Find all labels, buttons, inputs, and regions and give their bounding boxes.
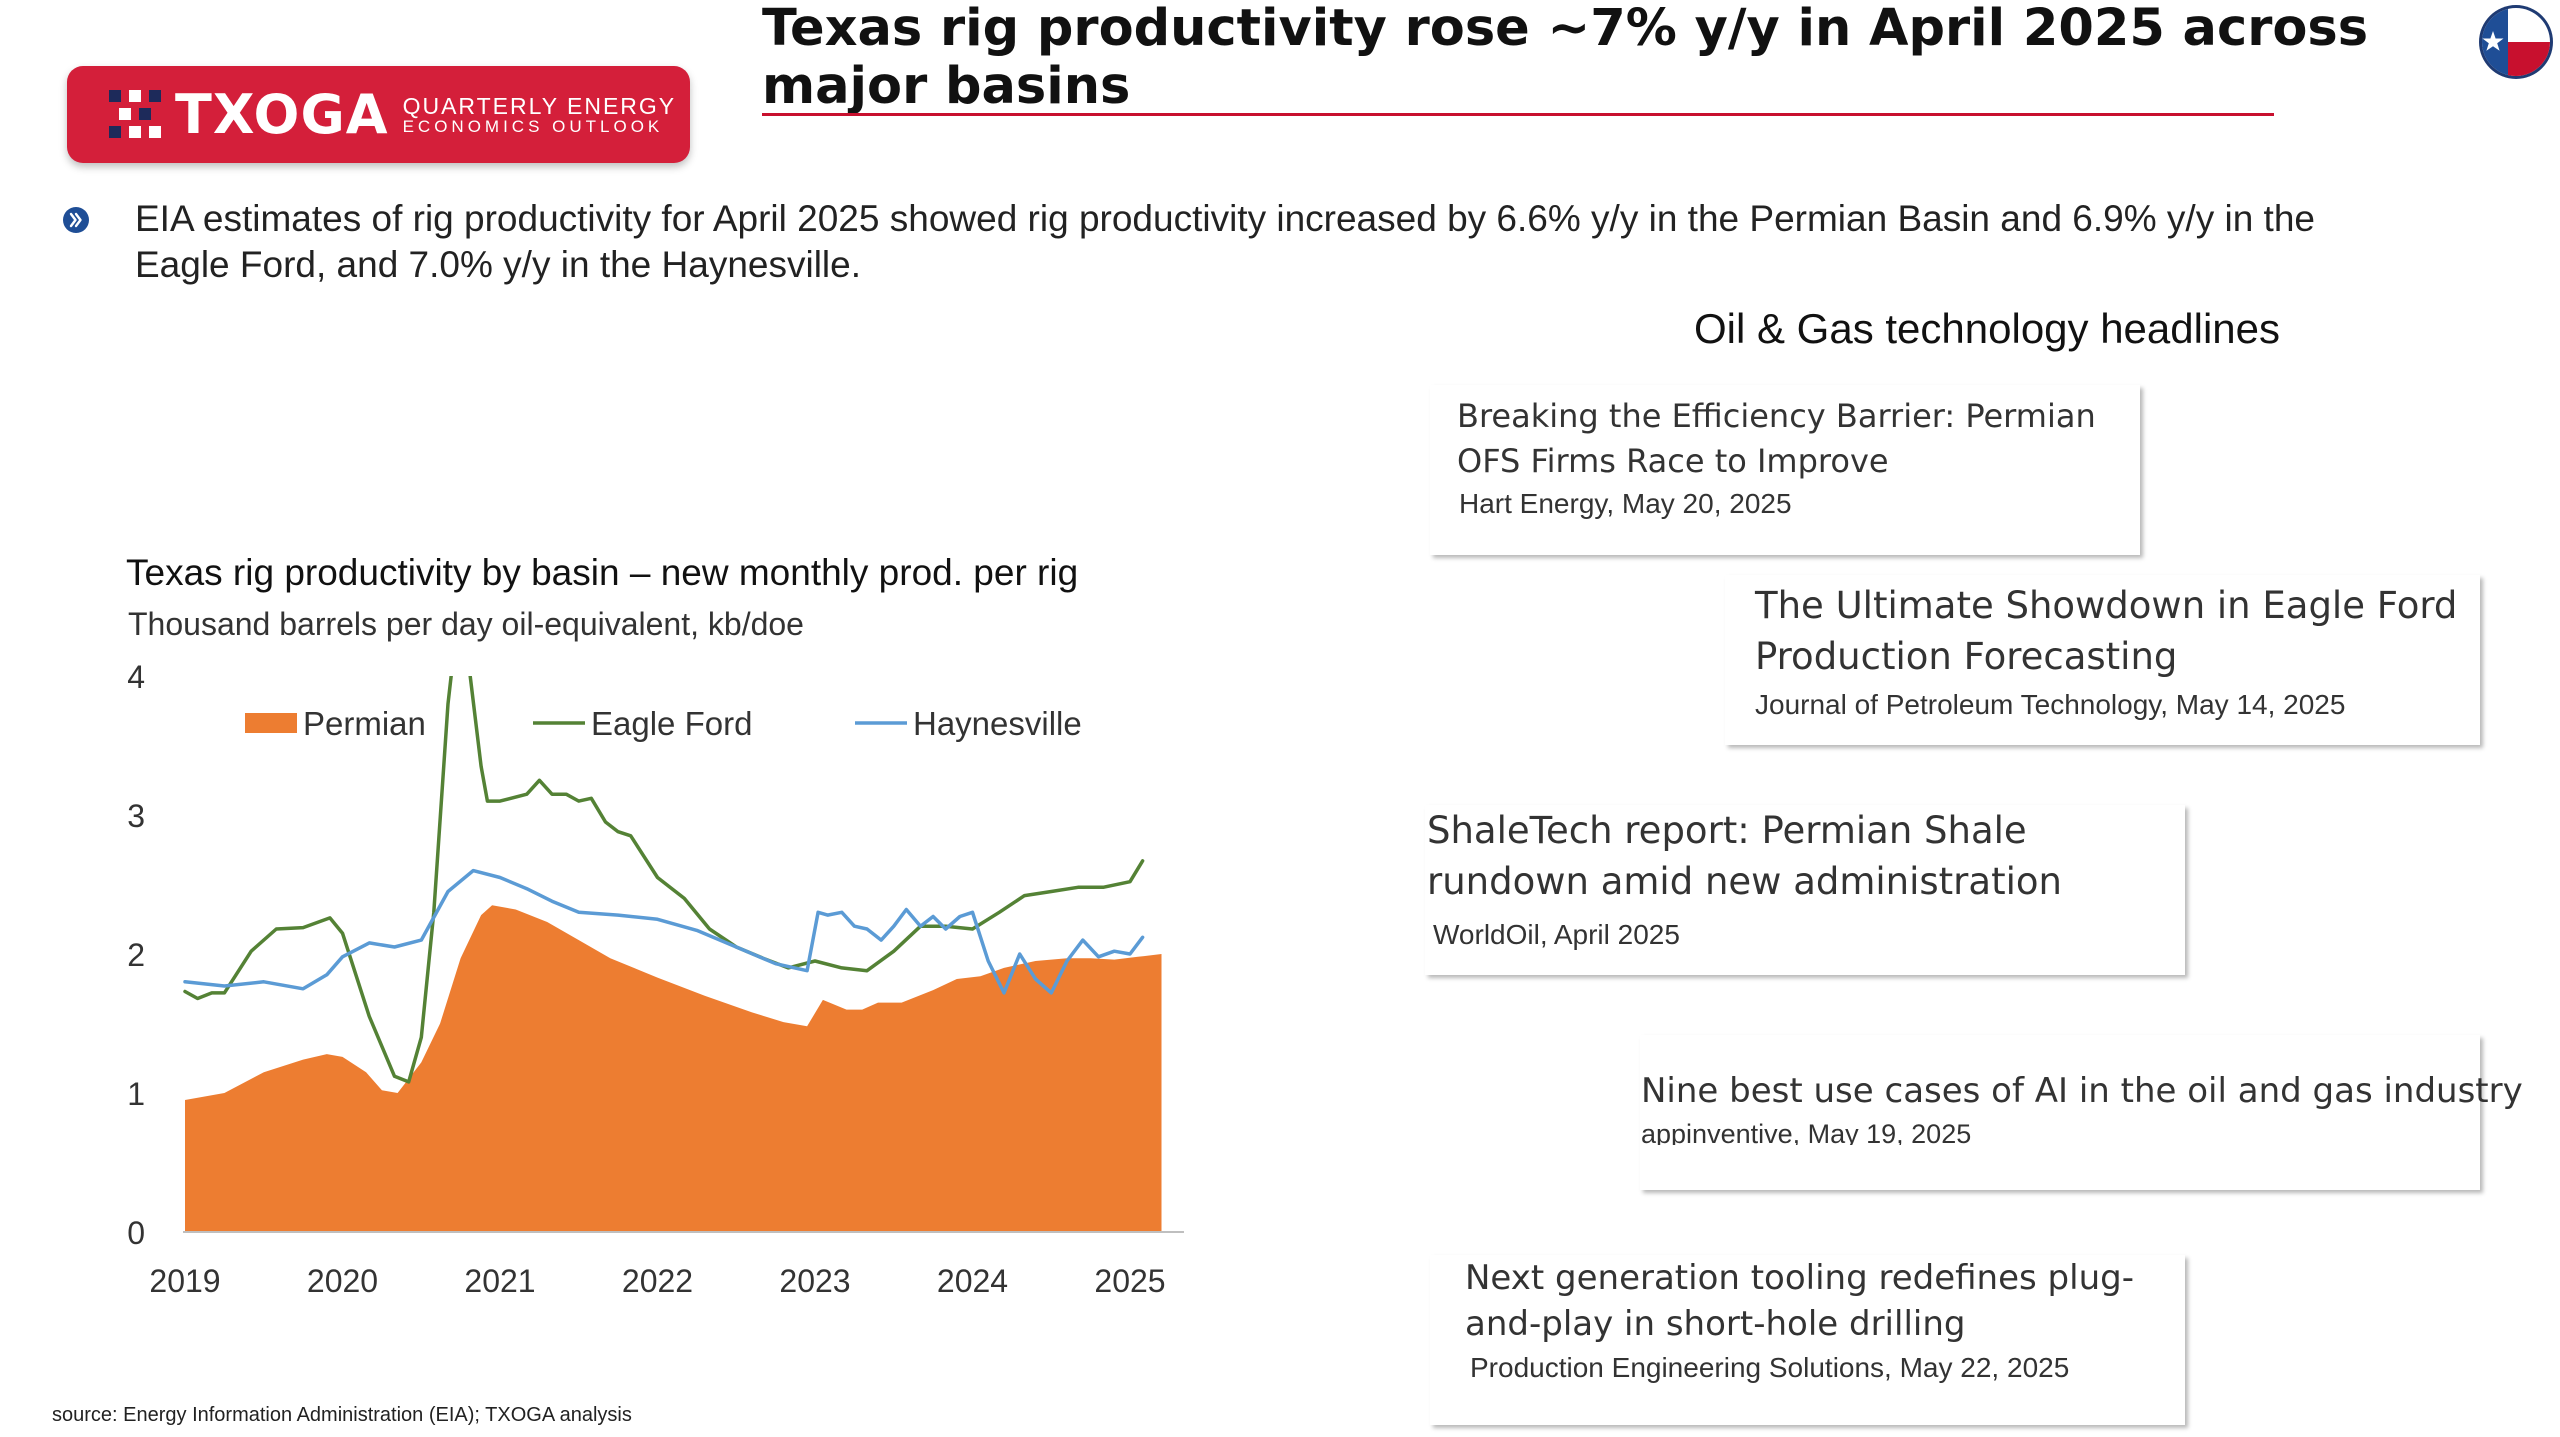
y-tick-label: 0 bbox=[127, 1215, 145, 1251]
headline-card-3[interactable]: ShaleTech report: Permian Shale rundown … bbox=[1425, 805, 2185, 975]
headline-meta: WorldOil, April 2025 bbox=[1433, 919, 1680, 950]
series-line-haynesville bbox=[183, 868, 1145, 995]
headlines-heading: Oil & Gas technology headlines bbox=[1694, 305, 2281, 352]
headline-title[interactable]: Breaking the Efficiency Barrier: Permian… bbox=[1457, 397, 2096, 480]
legend-label: Permian bbox=[303, 705, 426, 742]
y-tick-label: 4 bbox=[127, 659, 145, 695]
headline-meta: Journal of Petroleum Technology, May 14,… bbox=[1755, 689, 2346, 720]
headline-title[interactable]: The Ultimate Showdown in Eagle Ford Prod… bbox=[1755, 584, 2458, 678]
x-tick-label: 2021 bbox=[464, 1263, 535, 1299]
x-tick-label: 2025 bbox=[1094, 1263, 1165, 1299]
chart-subtitle: Thousand barrels per day oil-equivalent,… bbox=[128, 606, 804, 642]
headline-title[interactable]: Nine best use cases of AI in the oil and… bbox=[1641, 1071, 2523, 1111]
logo-tagline-line1: QUARTERLY ENERGY bbox=[402, 92, 677, 119]
headline-card-4[interactable]: Nine best use cases of AI in the oil and… bbox=[1640, 1035, 2523, 1190]
texas-flag-icon bbox=[2479, 5, 2553, 79]
title-underline bbox=[762, 113, 2274, 116]
source-note: source: Energy Information Administratio… bbox=[52, 1404, 632, 1426]
x-tick-label: 2023 bbox=[779, 1263, 850, 1299]
x-tick-label: 2020 bbox=[307, 1263, 378, 1299]
chart-title: Texas rig productivity by basin – new mo… bbox=[126, 552, 1079, 593]
headline-title[interactable]: ShaleTech report: Permian Shale rundown … bbox=[1427, 809, 2062, 903]
legend-swatch bbox=[245, 713, 297, 733]
page-title: Texas rig productivity rose ~7% y/y in A… bbox=[762, 0, 2369, 116]
txoga-mark-icon bbox=[109, 89, 161, 138]
x-tick-label: 2022 bbox=[622, 1263, 693, 1299]
x-tick-label: 2019 bbox=[149, 1263, 220, 1299]
headline-meta: Hart Energy, May 20, 2025 bbox=[1459, 488, 1792, 519]
series-area-permian bbox=[185, 905, 1162, 1232]
txoga-logo: TXOGA QUARTERLY ENERGY ECONOMICS OUTLOOK bbox=[67, 66, 690, 163]
headline-meta: Production Engineering Solutions, May 22… bbox=[1470, 1352, 2070, 1383]
series-line-eagle-ford bbox=[183, 676, 1145, 1084]
headline-card-5[interactable]: Next generation tooling redefines plug-a… bbox=[1430, 1255, 2185, 1425]
chevron-right-icon bbox=[63, 207, 89, 233]
headline-meta: appinventive, May 19, 2025 bbox=[1641, 1119, 1972, 1145]
y-tick-label: 2 bbox=[127, 937, 145, 973]
headline-card-1[interactable]: Breaking the Efficiency Barrier: Permian… bbox=[1430, 385, 2140, 555]
logo-tagline-line2: ECONOMICS OUTLOOK bbox=[402, 116, 664, 136]
headline-card-2[interactable]: The Ultimate Showdown in Eagle Ford Prod… bbox=[1725, 575, 2480, 745]
y-tick-label: 3 bbox=[127, 798, 145, 834]
logo-wordmark: TXOGA bbox=[175, 83, 389, 146]
x-tick-label: 2024 bbox=[937, 1263, 1008, 1299]
legend-label: Haynesville bbox=[913, 705, 1082, 742]
rig-productivity-chart: 0 1 2 3 4 2019 2020 2021 2022 2023 2024 2025 Permi… bbox=[127, 659, 1184, 1299]
bullet-text: EIA estimates of rig productivity for Ap… bbox=[135, 198, 2315, 285]
headline-title[interactable]: Next generation tooling redefines plug-a… bbox=[1465, 1258, 2134, 1344]
logo-tagline: QUARTERLY ENERGY ECONOMICS OUTLOOK bbox=[402, 92, 677, 136]
legend-label: Eagle Ford bbox=[591, 705, 752, 742]
y-tick-label: 1 bbox=[127, 1076, 145, 1112]
